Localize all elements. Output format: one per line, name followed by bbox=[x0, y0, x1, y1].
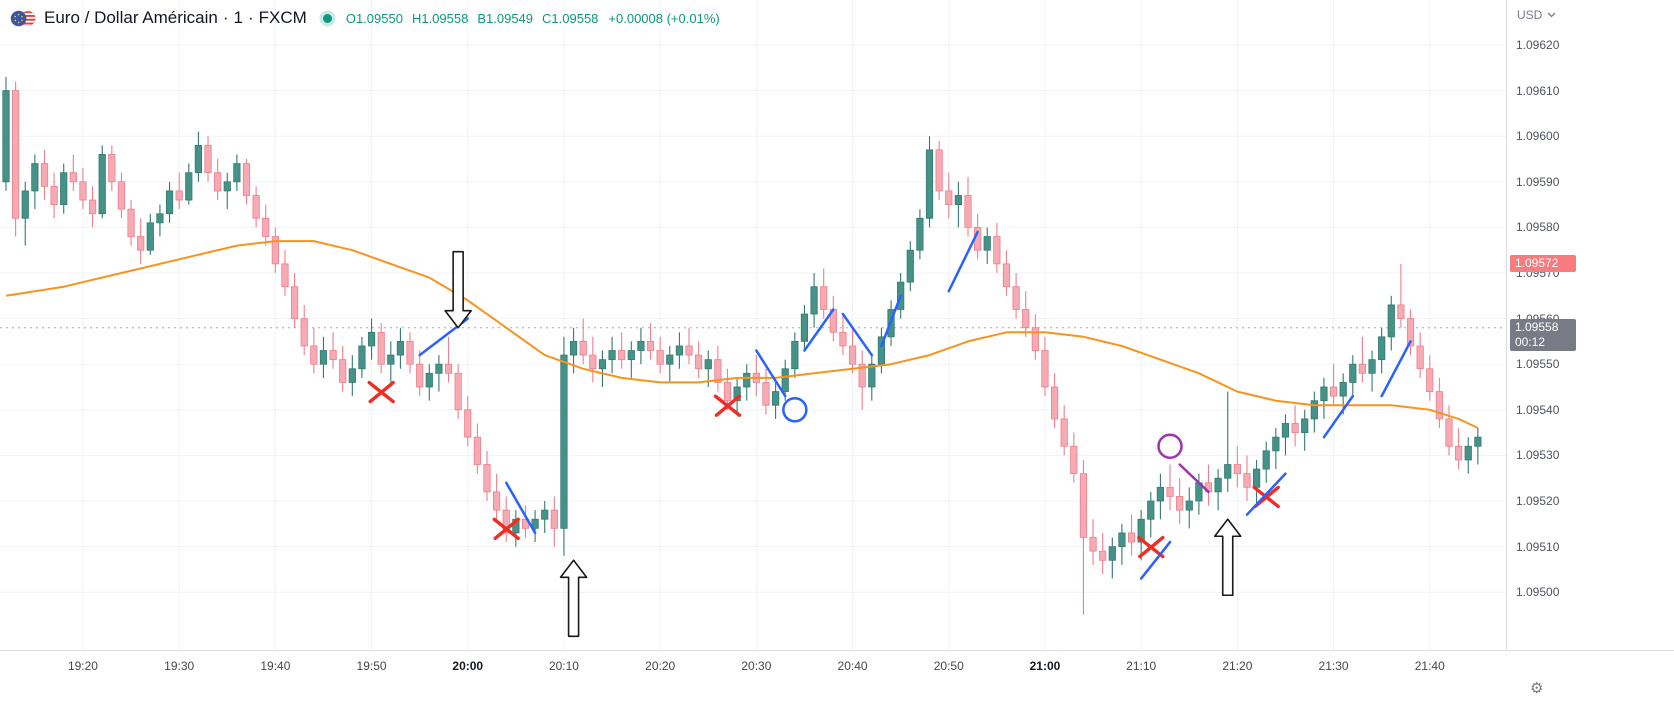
price-tick-label: 1.09510 bbox=[1516, 539, 1560, 554]
circle-annotation bbox=[1157, 433, 1183, 460]
time-tick-label: 20:30 bbox=[741, 659, 772, 673]
low-value: 1.09549 bbox=[486, 10, 534, 26]
time-tick-label: 19:40 bbox=[260, 659, 291, 673]
up-arrow-annotation bbox=[559, 559, 588, 638]
price-tick-label: 1.09600 bbox=[1516, 129, 1560, 144]
trend-line-annotation bbox=[1380, 340, 1412, 398]
alert-price-label[interactable]: 1.09572 bbox=[1510, 254, 1576, 272]
up-arrow-annotation bbox=[1213, 518, 1242, 597]
close-label: C bbox=[542, 10, 552, 26]
trend-line-annotation bbox=[1245, 472, 1287, 516]
currency-selector[interactable]: USD bbox=[1517, 8, 1556, 22]
trend-line-annotation bbox=[841, 312, 874, 357]
trend-line-annotation bbox=[1322, 394, 1355, 439]
circle-annotation bbox=[782, 397, 808, 423]
low-label: B bbox=[477, 10, 487, 26]
down-arrow-annotation bbox=[444, 250, 472, 329]
time-axis[interactable]: 19:20 19:30 19:40 19:50 20:00 20:10 20:20 20:30… bbox=[0, 650, 1674, 712]
candles-layer bbox=[2, 76, 1482, 615]
price-tick-label: 1.09520 bbox=[1516, 494, 1560, 508]
symbol-name: Euro / Dollar Américain bbox=[44, 8, 218, 27]
high-value: 1.09558 bbox=[421, 10, 469, 26]
price-tick-label: 1.09620 bbox=[1516, 38, 1560, 52]
trend-line-annotation bbox=[803, 308, 835, 352]
market-status-icon[interactable] bbox=[322, 13, 332, 23]
trend-line-annotation bbox=[755, 349, 787, 398]
symbol-logo-icon bbox=[10, 10, 36, 26]
time-tick-label: 19:30 bbox=[164, 659, 195, 673]
price-change: +0.00008 (+0.01%) bbox=[608, 10, 720, 26]
price-axis[interactable]: USD 1.09620 1.09610 1.09600 1.09590 1.09580 1… bbox=[1506, 0, 1674, 650]
time-tick-label: 21:20 bbox=[1222, 659, 1253, 673]
price-tick-label: 1.09540 bbox=[1516, 402, 1560, 417]
chevron-down-icon bbox=[1547, 12, 1556, 18]
price-tick-label: 1.09590 bbox=[1516, 174, 1560, 189]
price-tick-label: 1.09530 bbox=[1516, 448, 1560, 463]
last-price-value: 1.09558 bbox=[1515, 319, 1559, 334]
time-tick-label: 19:50 bbox=[356, 659, 387, 673]
high-label: H bbox=[411, 10, 422, 26]
trend-line-annotation bbox=[1178, 463, 1210, 494]
symbol-legend: Euro / Dollar Américain · 1 · FXCM O 1.09550 … bbox=[10, 8, 720, 28]
close-value: 1.09558 bbox=[551, 10, 599, 26]
ma-line bbox=[5, 240, 1479, 429]
settings-gear-icon[interactable]: ⚙ bbox=[1530, 680, 1544, 697]
time-tick-label: 21:40 bbox=[1414, 659, 1445, 673]
time-tick-label: 21:10 bbox=[1126, 659, 1157, 673]
time-tick-label: 20:10 bbox=[548, 659, 579, 673]
currency-label: USD bbox=[1517, 8, 1543, 22]
trend-line-annotation bbox=[947, 230, 979, 293]
time-tick-label: 19:20 bbox=[67, 659, 98, 673]
price-tick-label: 1.09500 bbox=[1516, 585, 1560, 600]
grid-layer bbox=[0, 0, 1506, 650]
open-label: O bbox=[345, 10, 356, 26]
annotations-layer bbox=[367, 230, 1412, 638]
trend-line-annotation bbox=[1139, 540, 1172, 580]
last-price-label: 1.09558 00:12 bbox=[1510, 318, 1576, 351]
bar-countdown: 00:12 bbox=[1515, 334, 1546, 349]
time-tick-label: 20:20 bbox=[645, 659, 676, 673]
exchange-name: FXCM bbox=[258, 8, 307, 27]
time-tick-label: 20:00 bbox=[452, 659, 484, 673]
price-tick-label: 1.09550 bbox=[1516, 357, 1560, 372]
price-chart-canvas[interactable]: Euro / Dollar Américain · 1 · FXCM O 1.09550 … bbox=[0, 0, 1506, 650]
price-tick-label: 1.09610 bbox=[1516, 83, 1560, 98]
trend-line-annotation bbox=[504, 481, 537, 535]
interval-value: 1 bbox=[233, 8, 243, 27]
open-value: 1.09550 bbox=[355, 10, 403, 26]
symbol-title[interactable]: Euro / Dollar Américain · 1 · FXCM bbox=[44, 8, 307, 27]
time-tick-label: 20:40 bbox=[837, 659, 868, 673]
price-tick-label: 1.09580 bbox=[1516, 220, 1560, 235]
trend-line-annotation bbox=[880, 294, 902, 348]
time-tick-label: 21:00 bbox=[1029, 659, 1061, 673]
chart-canvas[interactable] bbox=[0, 0, 1506, 650]
time-tick-label: 21:30 bbox=[1318, 659, 1349, 673]
time-tick-label: 20:50 bbox=[933, 659, 964, 673]
ohlc-values: O 1.09550 H 1.09558 B 1.09549 C 1.09558 +0.0… bbox=[346, 11, 720, 26]
